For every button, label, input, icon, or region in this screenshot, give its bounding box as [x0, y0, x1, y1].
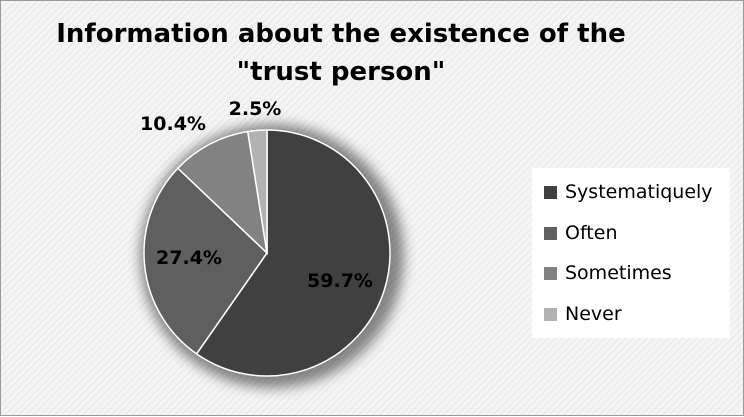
- legend: Systematiquely Often Sometimes Never: [532, 168, 730, 338]
- chart-title: Information about the existence of the "…: [56, 19, 626, 87]
- pie-slice-never: [246, 129, 268, 254]
- data-label-systematiquely: 59.7%: [307, 270, 373, 292]
- legend-swatch: [544, 226, 557, 240]
- legend-label: Sometimes: [565, 262, 672, 284]
- legend-swatch: [544, 307, 557, 321]
- legend-swatch: [544, 185, 557, 199]
- legend-item-systematiquely: Systematiquely: [544, 172, 713, 212]
- legend-label: Systematiquely: [565, 181, 713, 203]
- pie-slice-sometimes: [176, 130, 269, 256]
- pie-slice-systematiquely: [195, 129, 391, 377]
- pie-slice-often: [143, 167, 268, 355]
- data-label-never: 2.5%: [229, 98, 282, 120]
- legend-label: Often: [565, 222, 618, 244]
- legend-swatch: [544, 266, 557, 280]
- legend-item-often: Often: [544, 213, 618, 253]
- data-label-often: 27.4%: [156, 247, 222, 269]
- legend-item-never: Never: [544, 294, 622, 334]
- legend-label: Never: [565, 303, 622, 325]
- data-label-sometimes: 10.4%: [140, 113, 206, 135]
- legend-item-sometimes: Sometimes: [544, 253, 672, 293]
